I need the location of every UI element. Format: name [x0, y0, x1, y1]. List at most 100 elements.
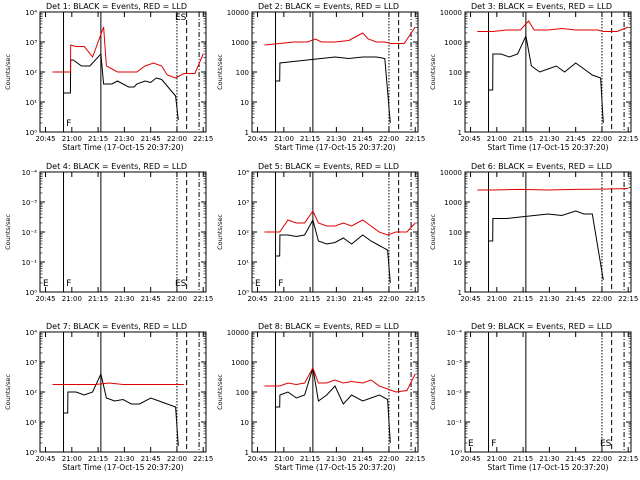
- y-tick-label: 10⁻³: [447, 359, 463, 367]
- x-tick-label: 21:00: [274, 135, 294, 143]
- y-tick-label: 10²: [237, 229, 249, 237]
- y-tick-label: 10⁴: [25, 329, 37, 337]
- plot-frame: [251, 331, 419, 453]
- chart-title: Det 4: BLACK = Events, RED = LLD: [46, 162, 187, 171]
- y-tick-label: 10¹: [237, 259, 249, 267]
- x-tick-label: 21:45: [353, 135, 373, 143]
- y-axis-label: Counts/sec: [216, 374, 224, 410]
- x-tick-label: 21:45: [353, 295, 373, 303]
- series-events-line: [488, 210, 604, 281]
- x-tick-label: 22:00: [379, 455, 399, 463]
- x-tick-label: 21:00: [487, 455, 507, 463]
- x-tick-label: 21:30: [326, 135, 346, 143]
- y-tick-label: 10¹: [25, 419, 37, 427]
- x-tick-label: 22:15: [405, 455, 425, 463]
- marker-label: F: [66, 119, 71, 129]
- y-tick-label: 10⁰: [237, 289, 249, 297]
- y-tick-label: 10⁻¹: [22, 259, 38, 267]
- y-tick-label: 10⁴: [237, 169, 249, 177]
- x-tick-label: 22:00: [379, 295, 399, 303]
- chart-title: Det 5: BLACK = Events, RED = LLD: [258, 162, 399, 171]
- x-axis-label: Start Time (17-Oct-15 20:37:20): [487, 143, 608, 152]
- x-tick-label: 21:30: [539, 135, 559, 143]
- chart-panel-7: Det 7: BLACK = Events, RED = LLD Counts/s…: [4, 322, 213, 472]
- x-tick-label: 22:00: [379, 135, 399, 143]
- marker-label: E: [468, 439, 474, 449]
- x-tick-label: 20:45: [460, 295, 480, 303]
- x-tick-label: 20:45: [35, 135, 55, 143]
- x-tick-label: 21:00: [487, 135, 507, 143]
- x-tick-label: 21:45: [566, 135, 586, 143]
- y-tick-label: 1000: [444, 199, 462, 207]
- x-tick-label: 21:30: [114, 135, 134, 143]
- y-tick-label: 1000: [444, 39, 462, 47]
- x-tick-label: 22:00: [167, 135, 187, 143]
- y-tick-label: 10⁻³: [22, 199, 38, 207]
- x-tick-label: 21:00: [274, 295, 294, 303]
- x-tick-label: 21:15: [513, 455, 533, 463]
- y-tick-label: 10: [453, 99, 462, 107]
- series-events-line: [63, 52, 179, 121]
- x-tick-label: 21:30: [539, 455, 559, 463]
- y-tick-label: 10: [240, 99, 249, 107]
- y-tick-label: 10000: [440, 169, 462, 177]
- y-tick-label: 1: [458, 129, 462, 137]
- x-tick-label: 22:00: [592, 455, 612, 463]
- x-tick-label: 22:15: [193, 455, 213, 463]
- chart-title: Det 9: BLACK = Events, RED = LLD: [471, 322, 612, 331]
- chart-panel-2: Det 2: BLACK = Events, RED = LLD Counts/s…: [216, 2, 425, 152]
- series-lld-line: [52, 26, 204, 79]
- x-tick-label: 22:15: [405, 295, 425, 303]
- y-tick-label: 1000: [231, 359, 249, 367]
- x-tick-label: 21:00: [62, 455, 82, 463]
- y-axis-label: Counts/sec: [429, 374, 437, 410]
- x-axis-label: Start Time (17-Oct-15 20:37:20): [487, 463, 608, 472]
- y-axis-label: Counts/sec: [4, 54, 12, 90]
- y-tick-label: 10⁻¹: [447, 419, 463, 427]
- y-tick-label: 10⁰: [25, 129, 37, 137]
- y-tick-label: 10¹: [25, 99, 37, 107]
- x-tick-label: 21:45: [141, 295, 161, 303]
- chart-panel-1: Det 1: BLACK = Events, RED = LLD Counts/s…: [4, 2, 213, 152]
- series-events-line: [488, 34, 604, 124]
- x-tick-label: 20:45: [460, 455, 480, 463]
- plot-frame: [39, 331, 207, 453]
- y-axis-label: Counts/sec: [216, 54, 224, 90]
- x-tick-label: 21:15: [88, 455, 108, 463]
- y-tick-label: 10²: [25, 69, 37, 77]
- y-tick-label: 100: [236, 69, 249, 77]
- series-events-line: [63, 372, 179, 447]
- x-tick-label: 22:00: [167, 295, 187, 303]
- y-tick-label: 10: [240, 419, 249, 427]
- y-tick-label: 1: [245, 449, 249, 457]
- y-axis-label: Counts/sec: [216, 214, 224, 250]
- y-tick-label: 1: [458, 289, 462, 297]
- series-events-line: [275, 56, 391, 124]
- series-events-line: [275, 218, 391, 284]
- x-tick-label: 22:15: [193, 295, 213, 303]
- chart-panel-3: Det 3: BLACK = Events, RED = LLD Counts/s…: [429, 2, 638, 152]
- series-lld-line: [52, 382, 184, 385]
- x-tick-label: 21:45: [566, 455, 586, 463]
- x-tick-label: 21:30: [326, 295, 346, 303]
- series-lld-line: [264, 209, 416, 236]
- y-tick-label: 1: [245, 129, 249, 137]
- x-tick-label: 22:15: [193, 135, 213, 143]
- x-tick-label: 22:15: [405, 135, 425, 143]
- series-lld-line: [264, 26, 416, 46]
- y-axis-label: Counts/sec: [4, 214, 12, 250]
- y-tick-label: 10000: [227, 9, 249, 17]
- marker-label: F: [66, 279, 71, 289]
- plot-frame: [39, 171, 207, 293]
- x-tick-label: 22:00: [592, 135, 612, 143]
- x-tick-label: 20:45: [460, 135, 480, 143]
- y-tick-label: 10⁻⁴: [447, 329, 463, 337]
- chart-title: Det 3: BLACK = Events, RED = LLD: [471, 2, 612, 11]
- x-tick-label: 20:45: [247, 455, 267, 463]
- x-tick-label: 21:00: [62, 135, 82, 143]
- x-tick-label: 21:15: [513, 135, 533, 143]
- y-tick-label: 10⁰: [450, 449, 462, 457]
- x-axis-label: Start Time (17-Oct-15 20:37:20): [274, 463, 395, 472]
- y-tick-label: 10⁻²: [447, 389, 463, 397]
